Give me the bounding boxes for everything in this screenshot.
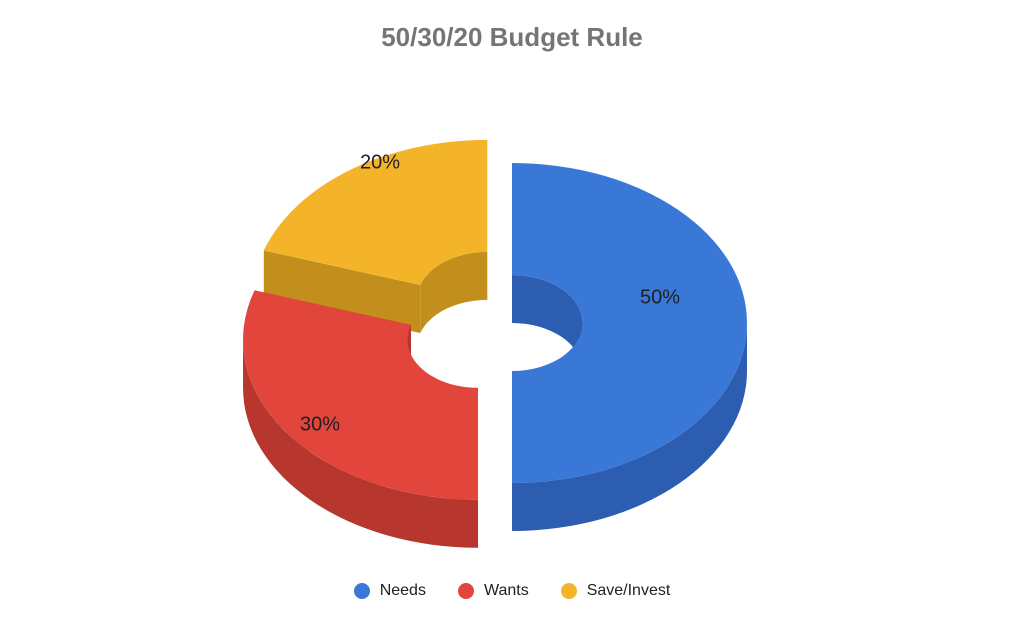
legend-label: Save/Invest: [587, 582, 671, 600]
legend-label: Needs: [380, 582, 426, 600]
slice-label-needs: 50%: [640, 286, 680, 308]
legend-item-0: Needs: [354, 582, 426, 600]
legend-swatch: [354, 583, 370, 599]
chart-title: 50/30/20 Budget Rule: [0, 0, 1024, 53]
legend-item-2: Save/Invest: [561, 582, 671, 600]
legend-swatch: [458, 583, 474, 599]
donut-chart: 50% 30% 20%: [0, 53, 1024, 578]
legend-label: Wants: [484, 582, 529, 600]
slice-label-wants: 30%: [300, 413, 340, 435]
slice-label-save: 20%: [360, 151, 400, 173]
donut-chart-svg: 50% 30% 20%: [0, 53, 1024, 573]
legend: Needs Wants Save/Invest: [0, 582, 1024, 600]
legend-item-1: Wants: [458, 582, 529, 600]
legend-swatch: [561, 583, 577, 599]
